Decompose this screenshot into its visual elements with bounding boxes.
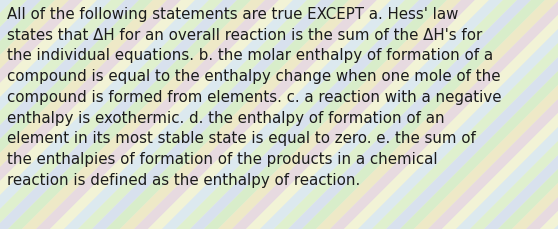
Polygon shape [386,0,558,229]
Polygon shape [372,0,558,229]
Polygon shape [50,0,294,229]
Polygon shape [0,0,98,229]
Polygon shape [218,0,462,229]
Polygon shape [8,0,252,229]
Polygon shape [0,0,84,229]
Polygon shape [0,0,210,229]
Polygon shape [414,0,558,229]
Polygon shape [0,0,28,229]
Polygon shape [0,0,140,229]
Polygon shape [120,0,364,229]
Polygon shape [190,0,434,229]
Polygon shape [274,0,518,229]
Polygon shape [0,0,14,229]
Polygon shape [0,0,70,229]
Polygon shape [498,0,558,229]
Polygon shape [22,0,266,229]
Polygon shape [64,0,308,229]
Polygon shape [0,0,112,229]
Polygon shape [0,0,154,229]
Polygon shape [36,0,280,229]
Polygon shape [470,0,558,229]
Polygon shape [554,0,558,229]
Polygon shape [512,0,558,229]
Polygon shape [456,0,558,229]
Polygon shape [0,0,238,229]
Polygon shape [358,0,558,229]
Polygon shape [232,0,476,229]
Polygon shape [0,0,126,229]
Polygon shape [288,0,532,229]
Polygon shape [0,0,182,229]
Polygon shape [92,0,336,229]
Polygon shape [400,0,558,229]
Polygon shape [246,0,490,229]
Polygon shape [106,0,350,229]
Polygon shape [302,0,546,229]
Polygon shape [330,0,558,229]
Polygon shape [176,0,420,229]
Polygon shape [134,0,378,229]
Polygon shape [484,0,558,229]
Polygon shape [162,0,406,229]
Polygon shape [260,0,504,229]
Text: All of the following statements are true EXCEPT a. Hess' law
states that ΔH for : All of the following statements are true… [7,7,502,187]
Polygon shape [78,0,322,229]
Polygon shape [204,0,448,229]
Polygon shape [316,0,558,229]
Polygon shape [344,0,558,229]
Polygon shape [442,0,558,229]
Polygon shape [526,0,558,229]
Polygon shape [428,0,558,229]
Polygon shape [148,0,392,229]
Polygon shape [0,0,196,229]
Polygon shape [0,0,168,229]
Polygon shape [0,0,42,229]
Polygon shape [0,0,56,229]
Polygon shape [0,0,224,229]
Polygon shape [540,0,558,229]
